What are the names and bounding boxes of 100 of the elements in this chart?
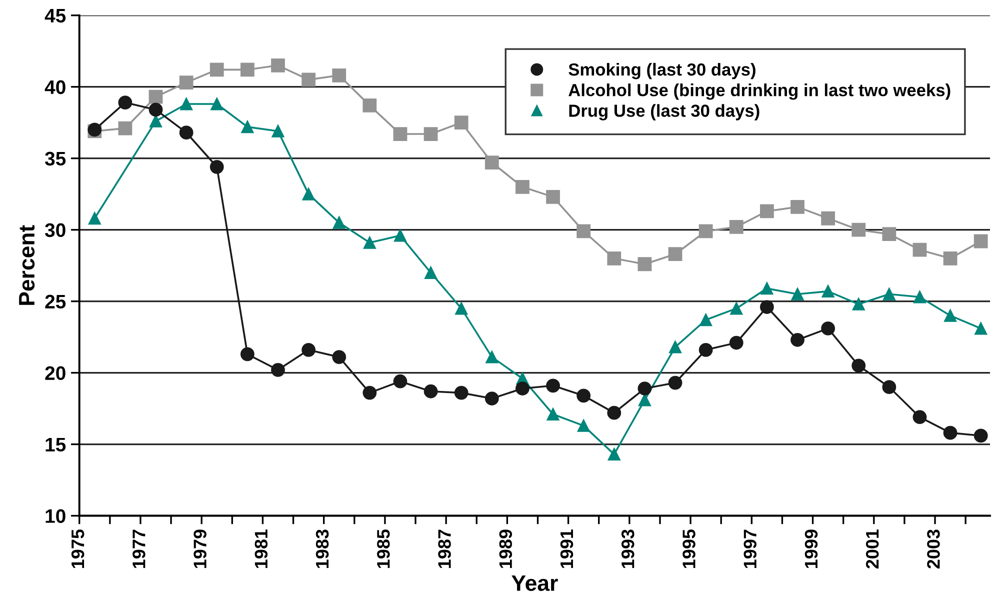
- point: [576, 388, 591, 403]
- point: [821, 322, 835, 336]
- point: [148, 102, 163, 117]
- x-tick-label: 1983: [316, 530, 329, 568]
- point: [180, 98, 193, 110]
- point: [912, 242, 927, 257]
- point: [700, 314, 712, 326]
- point: [546, 378, 560, 393]
- point: [394, 229, 406, 242]
- legend-label: Smoking (last 30 days): [568, 62, 756, 80]
- point: [424, 266, 438, 279]
- x-tick-label: 1985: [377, 529, 390, 568]
- point: [486, 350, 498, 364]
- point: [118, 96, 132, 110]
- point: [852, 222, 866, 237]
- x-tick-label: 1993: [621, 530, 634, 568]
- point: [272, 124, 284, 138]
- point: [484, 156, 499, 170]
- point: [148, 90, 163, 104]
- x-tick-label: 1999: [804, 530, 818, 568]
- point: [302, 72, 316, 87]
- point: [882, 380, 896, 394]
- point: [455, 302, 468, 315]
- point: [240, 347, 254, 362]
- x-tick-label: 1977: [132, 530, 146, 568]
- point: [668, 376, 682, 390]
- point: [638, 394, 651, 406]
- legend-label: Drug Use (last 30 days): [569, 104, 760, 120]
- point: [882, 288, 896, 300]
- point: [179, 126, 194, 140]
- point: [974, 322, 988, 335]
- x-tick-label: 2001: [866, 529, 879, 568]
- legend-label: Alcohol Use (binge drinking in last two weeks): [568, 84, 950, 100]
- point: [760, 282, 774, 295]
- y-tick-label: 30: [44, 223, 66, 238]
- point: [607, 251, 622, 266]
- y-tick-label: 45: [44, 9, 66, 23]
- point: [729, 336, 744, 350]
- point: [332, 216, 346, 229]
- x-tick-label: 1981: [254, 529, 268, 568]
- point: [393, 374, 408, 388]
- point: [821, 211, 835, 226]
- point: [638, 257, 652, 272]
- point: [241, 120, 254, 134]
- x-tick-label: 1989: [499, 530, 512, 568]
- point: [944, 309, 957, 322]
- point: [424, 384, 438, 398]
- point: [668, 247, 682, 262]
- point: [698, 224, 713, 238]
- x-tick-label: 1991: [560, 529, 574, 568]
- point: [210, 98, 224, 110]
- point: [240, 62, 254, 77]
- point: [638, 382, 652, 396]
- point: [332, 68, 346, 82]
- x-tick-label: 1987: [438, 530, 451, 568]
- point: [546, 408, 560, 420]
- point: [974, 428, 988, 443]
- x-tick-label: 1997: [744, 530, 757, 568]
- point: [698, 342, 713, 357]
- point: [912, 410, 927, 424]
- y-tick-label: 40: [44, 80, 66, 94]
- point: [608, 448, 620, 461]
- point: [424, 127, 438, 141]
- point: [730, 302, 743, 315]
- point: [822, 285, 834, 298]
- point: [454, 386, 468, 400]
- point: [607, 406, 622, 420]
- point: [852, 358, 866, 373]
- point: [393, 127, 408, 141]
- point: [852, 298, 865, 310]
- point: [760, 300, 774, 314]
- point: [577, 419, 590, 432]
- point: [210, 62, 224, 77]
- point: [669, 340, 682, 354]
- point: [943, 251, 958, 266]
- point: [516, 180, 530, 194]
- point: [332, 350, 346, 364]
- point: [88, 212, 101, 225]
- point: [882, 227, 896, 242]
- point: [302, 188, 315, 200]
- point: [729, 220, 744, 234]
- x-tick-label: 2003: [927, 530, 940, 568]
- point: [790, 332, 804, 347]
- point: [943, 426, 958, 440]
- point: [362, 98, 377, 112]
- point: [271, 362, 285, 377]
- y-tick-label: 10: [46, 509, 66, 523]
- y-tick-label: 25: [45, 294, 66, 309]
- y-tick-label: 20: [45, 366, 66, 380]
- point: [546, 190, 560, 204]
- point: [362, 386, 377, 400]
- y-tick-label: 15: [46, 438, 66, 452]
- point: [302, 342, 316, 357]
- point: [913, 290, 926, 304]
- x-tick-label: 1975: [71, 529, 84, 568]
- point: [271, 58, 285, 72]
- point: [484, 392, 499, 406]
- point: [516, 382, 530, 396]
- y-axis-title: Percent: [19, 225, 35, 305]
- point: [790, 200, 804, 214]
